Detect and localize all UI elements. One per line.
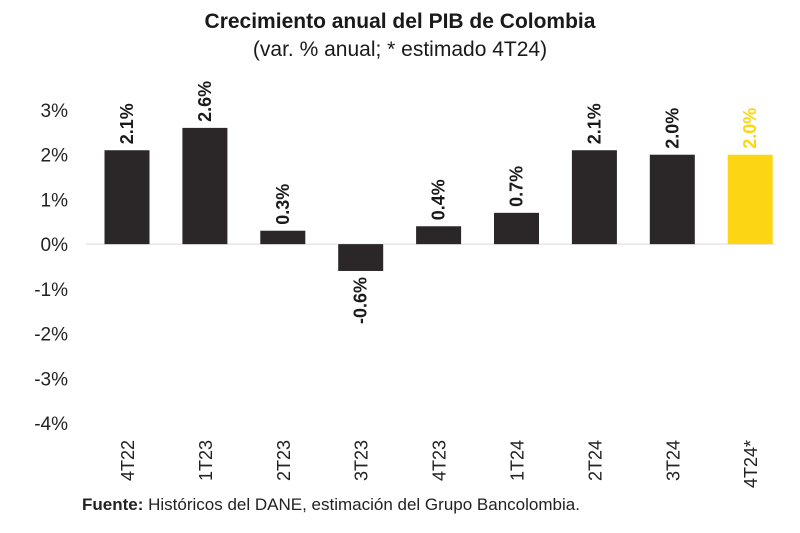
- bar: [338, 244, 384, 271]
- data-label: 2.1%: [584, 103, 604, 144]
- source-note: Fuente: Históricos del DANE, estimación …: [82, 495, 580, 515]
- x-tick-label: 2T24: [585, 440, 605, 481]
- bar: [260, 230, 306, 245]
- y-tick-label: -4%: [34, 414, 68, 435]
- chart-subtitle: (var. % anual; * estimado 4T24): [252, 38, 548, 61]
- bar: [494, 212, 539, 245]
- x-tick-label: 1T24: [508, 440, 528, 481]
- bar: [571, 150, 617, 245]
- y-tick-label: -2%: [34, 325, 68, 346]
- bar: [649, 154, 695, 245]
- x-tick-label: 2T23: [274, 440, 294, 481]
- y-tick-label: 1%: [41, 190, 69, 211]
- x-tick-label: 3T23: [352, 440, 372, 481]
- data-label: -0.6%: [351, 277, 371, 324]
- data-label: 2.0%: [662, 108, 682, 149]
- data-label: 0.3%: [273, 184, 293, 225]
- y-tick-label: 0%: [41, 235, 69, 256]
- data-label: 2.1%: [117, 103, 137, 144]
- y-tick-label: 2%: [41, 146, 69, 167]
- x-tick-label: 3T24: [663, 440, 683, 481]
- bar: [104, 150, 150, 245]
- x-tick-label: 4T24*: [741, 440, 761, 488]
- y-tick-label: -3%: [34, 369, 68, 390]
- x-tick-label: 4T22: [118, 440, 138, 481]
- x-tick-label: 4T23: [430, 440, 450, 481]
- y-tick-label: -1%: [34, 280, 68, 301]
- y-tick-label: 3%: [41, 101, 69, 122]
- data-label: 2.6%: [195, 81, 215, 122]
- bar: [416, 226, 462, 245]
- bar: [727, 154, 773, 245]
- bar: [182, 127, 228, 245]
- data-label: 2.0%: [740, 108, 760, 149]
- x-tick-label: 1T23: [196, 440, 216, 481]
- data-label: 0.7%: [507, 166, 527, 207]
- data-label: 0.4%: [429, 179, 449, 220]
- source-label: Fuente:: [82, 495, 144, 514]
- source-text: Históricos del DANE, estimación del Grup…: [143, 495, 580, 514]
- chart-title: Crecimiento anual del PIB de Colombia: [204, 10, 596, 33]
